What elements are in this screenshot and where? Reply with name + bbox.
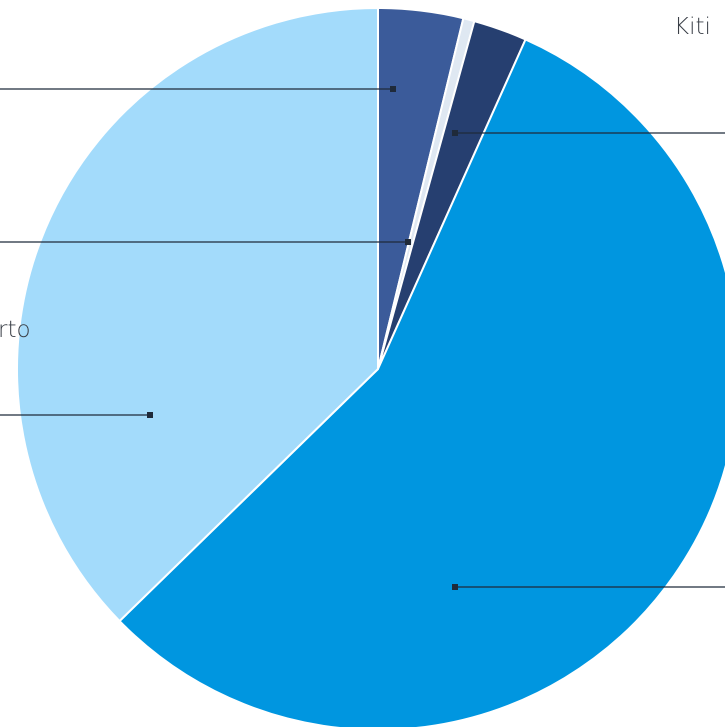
pie-slices xyxy=(16,7,725,727)
leader-marker-5 xyxy=(452,584,458,590)
label-fragment-left: rto xyxy=(0,317,31,343)
label-fragment-top-right: Kiti xyxy=(674,14,711,40)
leader-marker-4 xyxy=(147,412,153,418)
leader-marker-2 xyxy=(452,130,458,136)
leader-lines xyxy=(0,86,725,590)
leader-marker-3 xyxy=(405,239,411,245)
leader-marker-1 xyxy=(390,86,396,92)
pie-slice-4 xyxy=(118,38,725,727)
slice-labels: Kiti rto xyxy=(0,14,711,343)
pie-slice-5 xyxy=(16,7,379,623)
